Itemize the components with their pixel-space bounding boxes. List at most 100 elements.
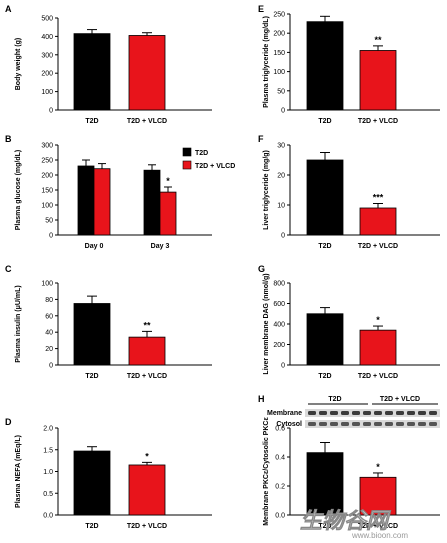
panel-b: B 0 50 100 150 200 250 300 Plasma glucose (mg/dL… bbox=[5, 134, 235, 250]
blot-band bbox=[352, 422, 360, 426]
panel-h: H 0.0 0.2 0.4 0.6 Membrane PKCε/Cytosolic PKC… bbox=[258, 394, 440, 530]
y-tick-label: 0.6 bbox=[275, 426, 285, 433]
blot-band bbox=[319, 411, 327, 415]
x-tick-label: T2D + VLCD bbox=[358, 243, 398, 250]
y-tick-label: 150 bbox=[273, 50, 285, 57]
y-axis-title: Plasma insulin (μU/mL) bbox=[15, 285, 22, 362]
y-axis-title: Liver triglyceride (mg/g) bbox=[263, 150, 270, 230]
y-tick-label: 50 bbox=[45, 218, 53, 225]
y-tick-label: 0.5 bbox=[43, 491, 53, 498]
legend-entry: T2D bbox=[195, 150, 208, 157]
significance-mark: * bbox=[145, 451, 149, 461]
blot-strip bbox=[305, 409, 440, 417]
blot-band bbox=[374, 422, 382, 426]
y-tick-label: 200 bbox=[41, 71, 53, 78]
panel-label: G bbox=[258, 264, 265, 274]
y-tick-label: 100 bbox=[41, 203, 53, 210]
y-tick-label: 0 bbox=[281, 233, 285, 240]
x-tick-label: T2D bbox=[318, 373, 331, 380]
significance-mark: * bbox=[376, 315, 380, 325]
bar bbox=[128, 336, 166, 366]
y-tick-label: 400 bbox=[41, 34, 53, 41]
x-tick-label: T2D + VLCD bbox=[358, 373, 398, 380]
bar bbox=[73, 450, 111, 516]
x-tick-label: T2D + VLCD bbox=[358, 523, 398, 530]
panel-label: F bbox=[258, 134, 264, 144]
bar bbox=[306, 313, 344, 366]
blot-band bbox=[308, 411, 316, 415]
y-tick-label: 200 bbox=[273, 31, 285, 38]
blot-band bbox=[407, 422, 415, 426]
y-tick-label: 0.4 bbox=[275, 455, 285, 462]
y-axis-title: Plasma NEFA (mEq/L) bbox=[15, 435, 22, 508]
significance-mark: ** bbox=[374, 35, 382, 45]
bar bbox=[77, 165, 95, 236]
blot-band bbox=[418, 411, 426, 415]
blot-band bbox=[407, 411, 415, 415]
y-tick-label: 60 bbox=[45, 313, 53, 320]
x-tick-label: T2D + VLCD bbox=[358, 118, 398, 125]
x-tick-label: T2D bbox=[85, 118, 98, 125]
y-tick-label: 600 bbox=[273, 301, 285, 308]
blot-band bbox=[396, 411, 404, 415]
panel-d: D 0.0 0.5 1.0 1.5 2.0 Plasma NEFA (mEq/L) T2D * T… bbox=[5, 417, 212, 530]
y-tick-label: 0.2 bbox=[275, 484, 285, 491]
blot-band bbox=[352, 411, 360, 415]
blot-row-label: Membrane bbox=[267, 410, 302, 417]
blot-band bbox=[341, 411, 349, 415]
blot-band bbox=[429, 422, 437, 426]
y-axis-title: Body weight (g) bbox=[15, 38, 22, 91]
y-tick-label: 20 bbox=[277, 173, 285, 180]
y-axis-title: Liver membrane DAG (nmol/g) bbox=[263, 273, 270, 374]
y-tick-label: 250 bbox=[273, 12, 285, 19]
y-tick-label: 100 bbox=[41, 281, 53, 288]
panel-f: F 0 10 20 30 Liver triglyceride (mg/g) T2D *** T… bbox=[258, 134, 440, 250]
bar bbox=[73, 303, 111, 366]
blot-band bbox=[319, 422, 327, 426]
y-tick-label: 50 bbox=[277, 88, 285, 95]
x-tick-label: Day 0 bbox=[85, 243, 104, 250]
blot-band bbox=[330, 422, 338, 426]
y-tick-label: 300 bbox=[41, 143, 53, 150]
y-tick-label: 800 bbox=[273, 281, 285, 288]
x-tick-label: T2D + VLCD bbox=[127, 523, 167, 530]
significance-mark: *** bbox=[373, 193, 384, 203]
y-tick-label: 0 bbox=[281, 108, 285, 115]
legend-swatch bbox=[182, 147, 192, 157]
blot-band bbox=[330, 411, 338, 415]
significance-mark: * bbox=[166, 176, 170, 186]
y-tick-label: 400 bbox=[273, 322, 285, 329]
blot-band bbox=[363, 411, 371, 415]
bar bbox=[93, 168, 111, 236]
x-tick-label: T2D + VLCD bbox=[127, 373, 167, 380]
blot-group-label: T2D + VLCD bbox=[380, 396, 420, 403]
blot-strip bbox=[305, 420, 440, 428]
blot-group-label: T2D bbox=[328, 396, 341, 403]
blot-band bbox=[385, 422, 393, 426]
bar bbox=[159, 191, 177, 236]
y-axis-title: Membrane PKCε/Cytosolic PKCε bbox=[263, 417, 270, 526]
bar bbox=[359, 50, 397, 111]
x-tick-label: T2D bbox=[318, 118, 331, 125]
x-tick-label: T2D + VLCD bbox=[127, 118, 167, 125]
y-tick-label: 80 bbox=[45, 297, 53, 304]
x-tick-label: T2D bbox=[318, 243, 331, 250]
y-tick-label: 0.0 bbox=[43, 513, 53, 520]
x-tick-label: T2D bbox=[85, 373, 98, 380]
panel-label: B bbox=[5, 134, 12, 144]
y-tick-label: 200 bbox=[41, 173, 53, 180]
bar bbox=[359, 476, 397, 516]
y-tick-label: 300 bbox=[41, 52, 53, 59]
y-tick-label: 40 bbox=[45, 330, 53, 337]
bar bbox=[143, 169, 161, 236]
y-axis-title: Plasma glucose (mg/dL) bbox=[15, 150, 22, 231]
y-tick-label: 0 bbox=[49, 108, 53, 115]
y-tick-label: 0.0 bbox=[275, 513, 285, 520]
y-tick-label: 500 bbox=[41, 16, 53, 23]
blot-band bbox=[341, 422, 349, 426]
bar bbox=[359, 329, 397, 366]
x-tick-label: T2D bbox=[318, 523, 331, 530]
x-tick-label: Day 3 bbox=[151, 243, 170, 250]
